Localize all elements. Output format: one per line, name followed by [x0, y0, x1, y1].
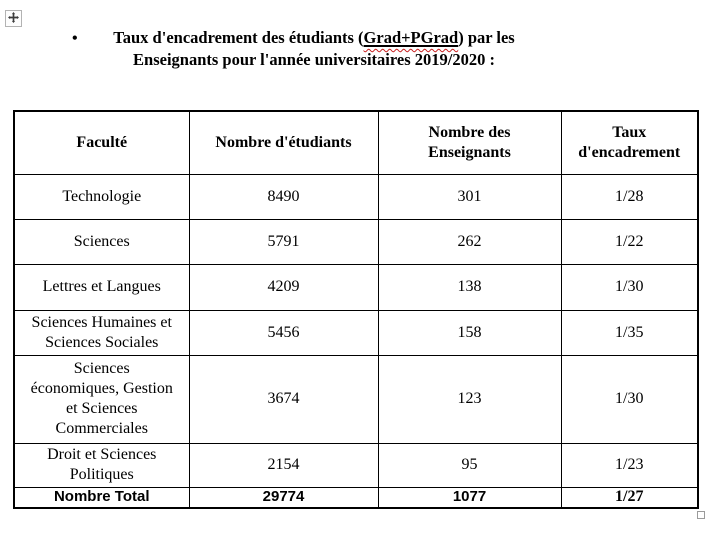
faculty-cell[interactable]: Sciences Humaines et Sciences Sociales: [13, 309, 190, 356]
teachers-cell[interactable]: 95: [377, 442, 562, 488]
heading-bullet: •: [72, 30, 78, 47]
table-row: Sciences 5791 262 1/22: [13, 218, 699, 265]
table-total-row: Nombre Total 29774 1077 1/27: [13, 486, 699, 509]
table-row: Lettres et Langues 4209 138 1/30: [13, 263, 699, 311]
rate-cell[interactable]: 1/23: [560, 442, 699, 488]
total-label-cell[interactable]: Nombre Total: [13, 486, 190, 509]
teachers-cell[interactable]: 158: [377, 309, 562, 356]
heading-line1-post: ) par les: [458, 28, 515, 47]
table-move-handle[interactable]: [5, 10, 22, 27]
students-cell[interactable]: 5456: [188, 309, 379, 356]
header-taux-encadrement[interactable]: Taux d'encadrement: [560, 110, 699, 175]
encadrement-table: Faculté Nombre d'étudiants Nombre des En…: [13, 110, 699, 509]
rate-cell[interactable]: 1/30: [560, 354, 699, 444]
header-faculte[interactable]: Faculté: [13, 110, 190, 175]
table-row: Technologie 8490 301 1/28: [13, 173, 699, 220]
move-icon: [8, 10, 19, 28]
faculty-cell[interactable]: Droit et Sciences Politiques: [13, 442, 190, 488]
faculty-cell[interactable]: Technologie: [13, 173, 190, 220]
faculty-cell[interactable]: Lettres et Langues: [13, 263, 190, 311]
rate-cell[interactable]: 1/28: [560, 173, 699, 220]
total-teachers-cell[interactable]: 1077: [377, 486, 562, 509]
teachers-cell[interactable]: 138: [377, 263, 562, 311]
rate-cell[interactable]: 1/35: [560, 309, 699, 356]
teachers-cell[interactable]: 123: [377, 354, 562, 444]
students-cell[interactable]: 3674: [188, 354, 379, 444]
total-students-cell[interactable]: 29774: [188, 486, 379, 509]
faculty-cell[interactable]: Sciences économiques, Gestion et Science…: [13, 354, 190, 444]
table-row: Droit et Sciences Politiques 2154 95 1/2…: [13, 442, 699, 488]
total-rate-cell[interactable]: 1/27: [560, 486, 699, 509]
header-nombre-enseignants[interactable]: Nombre des Enseignants: [377, 110, 562, 175]
table-resize-handle[interactable]: [697, 511, 705, 519]
faculty-cell[interactable]: Sciences: [13, 218, 190, 265]
heading-spellcheck-wavy: Grad+PGrad: [364, 28, 459, 47]
rate-cell[interactable]: 1/22: [560, 218, 699, 265]
heading: Taux d'encadrement des étudiants (Grad+P…: [98, 27, 530, 71]
students-cell[interactable]: 5791: [188, 218, 379, 265]
table-row: Sciences économiques, Gestion et Science…: [13, 354, 699, 444]
table-header-row: Faculté Nombre d'étudiants Nombre des En…: [13, 110, 699, 175]
heading-line2: Enseignants pour l'année universitaires …: [133, 50, 495, 69]
students-cell[interactable]: 4209: [188, 263, 379, 311]
students-cell[interactable]: 8490: [188, 173, 379, 220]
students-cell[interactable]: 2154: [188, 442, 379, 488]
table-row: Sciences Humaines et Sciences Sociales 5…: [13, 309, 699, 356]
teachers-cell[interactable]: 262: [377, 218, 562, 265]
teachers-cell[interactable]: 301: [377, 173, 562, 220]
heading-line1-pre: Taux d'encadrement des étudiants (: [113, 28, 364, 47]
rate-cell[interactable]: 1/30: [560, 263, 699, 311]
header-nombre-etudiants[interactable]: Nombre d'étudiants: [188, 110, 379, 175]
heading-underlined-term: Grad+PGrad: [363, 28, 459, 47]
